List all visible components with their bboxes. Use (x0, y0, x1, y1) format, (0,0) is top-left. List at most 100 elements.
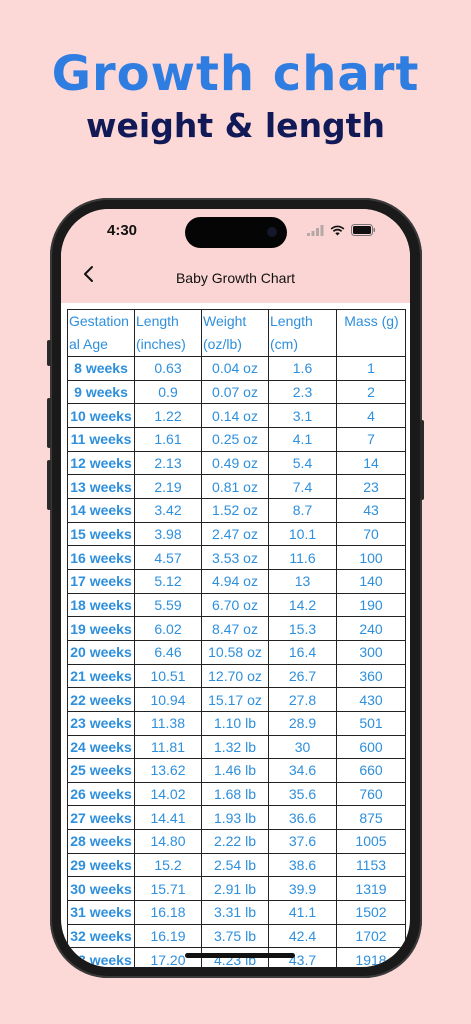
table-row: 27 weeks 14.41 1.93 lb 36.6 875 (67, 805, 406, 831)
table-cell: 27.8 (268, 687, 337, 712)
table-row: 29 weeks 15.2 2.54 lb 38.6 1153 (67, 852, 406, 878)
table-cell: 39.9 (268, 876, 337, 902)
table-cell: 1.10 lb (201, 710, 269, 736)
table-cell: 1153 (336, 852, 406, 878)
table-row: 26 weeks 14.02 1.68 lb 35.6 760 (67, 781, 406, 807)
back-button[interactable] (77, 265, 99, 289)
table-cell: 15.2 (134, 852, 202, 878)
table-cell: 19 weeks (67, 616, 135, 641)
table-cell: 11.81 (134, 734, 202, 760)
table-cell: 29 weeks (67, 852, 135, 878)
table-cell: 760 (336, 781, 406, 807)
table-cell: 240 (336, 616, 406, 641)
table-cell: 42.4 (268, 923, 337, 949)
table-cell: 15 weeks (67, 521, 135, 547)
table-cell: 0.81 oz (201, 474, 269, 499)
table-cell: 38.6 (268, 852, 337, 878)
table-cell: 43.7 (268, 947, 337, 967)
table-cell: 25 weeks (67, 758, 135, 783)
table-cell: 27 weeks (67, 805, 135, 831)
table-cell: 32 weeks (67, 923, 135, 949)
status-time: 4:30 (107, 222, 138, 239)
table-cell: 16.19 (134, 923, 202, 949)
table-cell: 2.47 oz (201, 521, 269, 547)
table-cell: 2.54 lb (201, 852, 269, 878)
table-cell: 1.46 lb (201, 758, 269, 783)
table-cell: 5.59 (134, 592, 202, 618)
header-gestational-age: Gestation al Age (67, 309, 135, 357)
table-cell: 0.63 (134, 356, 202, 381)
table-row: 32 weeks 16.19 3.75 lb 42.4 1702 (67, 923, 406, 949)
table-cell: 11 weeks (67, 426, 135, 452)
table-cell: 8.47 oz (201, 616, 269, 641)
table-cell: 0.04 oz (201, 356, 269, 381)
table-cell: 17 weeks (67, 568, 135, 594)
table-cell: 30 (268, 734, 337, 760)
table-cell: 12 weeks (67, 450, 135, 476)
table-cell: 6.02 (134, 616, 202, 641)
status-icons (307, 224, 376, 236)
table-cell: 9 weeks (67, 379, 135, 405)
table-cell: 14.41 (134, 805, 202, 831)
table-cell: 0.49 oz (201, 450, 269, 476)
growth-table-container[interactable]: Gestation al Age Length (inches) Weight (oz… (67, 309, 406, 967)
table-cell: 7.4 (268, 474, 337, 499)
table-cell: 5.12 (134, 568, 202, 594)
table-row: 31 weeks 16.18 3.31 lb 41.1 1502 (67, 900, 406, 925)
table-cell: 21 weeks (67, 663, 135, 689)
table-row: 22 weeks 10.94 15.17 oz 27.8 430 (67, 687, 406, 712)
table-cell: 1005 (336, 829, 406, 854)
table-row: 15 weeks 3.98 2.47 oz 10.1 70 (67, 521, 406, 547)
table-cell: 14.2 (268, 592, 337, 618)
table-row: 12 weeks 2.13 0.49 oz 5.4 14 (67, 450, 406, 476)
table-cell: 8.7 (268, 497, 337, 523)
home-indicator[interactable] (185, 953, 295, 958)
dynamic-island (185, 217, 287, 248)
table-cell: 30 weeks (67, 876, 135, 902)
table-cell: 1.6 (268, 356, 337, 381)
table-cell: 3.31 lb (201, 900, 269, 925)
table-cell: 18 weeks (67, 592, 135, 618)
table-cell: 0.14 oz (201, 403, 269, 428)
table-cell: 1.52 oz (201, 497, 269, 523)
table-cell: 190 (336, 592, 406, 618)
table-cell: 34.6 (268, 758, 337, 783)
table-cell: 2.22 lb (201, 829, 269, 854)
table-cell: 35.6 (268, 781, 337, 807)
table-cell: 2.91 lb (201, 876, 269, 902)
table-cell: 0.07 oz (201, 379, 269, 405)
table-row: 9 weeks 0.9 0.07 oz 2.3 2 (67, 379, 406, 405)
table-cell: 23 (336, 474, 406, 499)
table-cell: 300 (336, 639, 406, 665)
table-cell: 15.17 oz (201, 687, 269, 712)
volume-up-button (47, 398, 51, 448)
table-cell: 12.70 oz (201, 663, 269, 689)
table-cell: 16.4 (268, 639, 337, 665)
wifi-icon (330, 225, 345, 235)
table-cell: 2.13 (134, 450, 202, 476)
growth-table: Gestation al Age Length (inches) Weight (oz… (67, 309, 406, 967)
table-row: 24 weeks 11.81 1.32 lb 30 600 (67, 734, 406, 760)
table-cell: 16 weeks (67, 545, 135, 570)
table-cell: 4 (336, 403, 406, 428)
table-cell: 6.46 (134, 639, 202, 665)
table-cell: 37.6 (268, 829, 337, 854)
table-cell: 140 (336, 568, 406, 594)
table-cell: 14.80 (134, 829, 202, 854)
table-cell: 2 (336, 379, 406, 405)
table-cell: 875 (336, 805, 406, 831)
table-cell: 11.6 (268, 545, 337, 570)
table-cell: 26.7 (268, 663, 337, 689)
table-cell: 0.9 (134, 379, 202, 405)
camera-icon (267, 227, 277, 237)
table-cell: 28.9 (268, 710, 337, 736)
table-cell: 7 (336, 426, 406, 452)
power-button (420, 420, 424, 500)
table-cell: 3.98 (134, 521, 202, 547)
table-cell: 1.32 lb (201, 734, 269, 760)
table-row: 19 weeks 6.02 8.47 oz 15.3 240 (67, 616, 406, 641)
table-cell: 1.93 lb (201, 805, 269, 831)
table-row: 18 weeks 5.59 6.70 oz 14.2 190 (67, 592, 406, 618)
table-cell: 1918 (336, 947, 406, 967)
table-cell: 660 (336, 758, 406, 783)
